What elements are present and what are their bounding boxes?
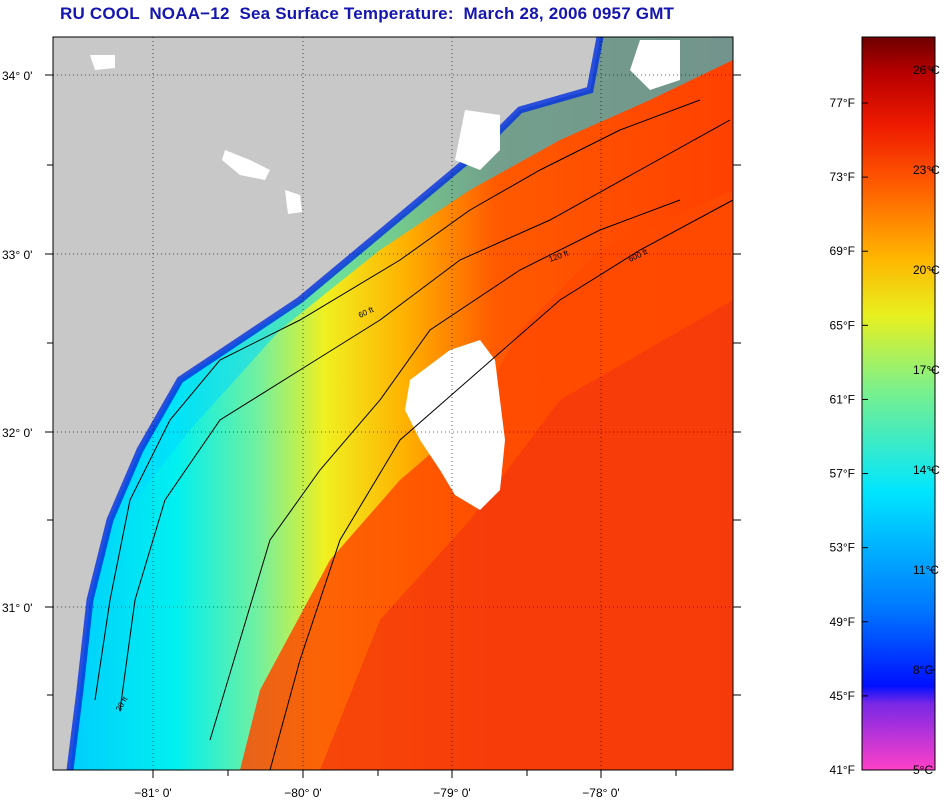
lon-label-81: −81° 0'	[134, 786, 171, 800]
fahrenheit-tick-label: 49°F	[830, 615, 855, 629]
fahrenheit-tick-label: 57°F	[830, 467, 855, 481]
celsius-tick-label: 8°C	[913, 663, 933, 677]
map-frame	[52, 36, 734, 771]
lat-label-34: 34° 0'	[2, 69, 32, 83]
graticule	[53, 37, 733, 770]
celsius-tick-label: 11°C	[913, 563, 939, 577]
fahrenheit-tick-label: 69°F	[830, 244, 855, 258]
celsius-tick-label: 26°C	[913, 63, 940, 77]
land-area	[53, 37, 600, 770]
lon-label-80: −80° 0'	[284, 786, 321, 800]
lat-label-32: 32° 0'	[2, 426, 32, 440]
celsius-tick-label: 23°C	[913, 163, 940, 177]
fahrenheit-tick-label: 45°F	[830, 689, 855, 703]
depth-contour-600ft	[269, 199, 733, 770]
color-scale-gradient	[862, 37, 935, 770]
fahrenheit-tick-label: 73°F	[830, 170, 855, 184]
fahrenheit-tick-label: 41°F	[830, 763, 855, 777]
lon-label-79: −79° 0'	[433, 786, 470, 800]
celsius-tick-label: 20°C	[913, 263, 940, 277]
fahrenheit-tick-label: 53°F	[830, 541, 855, 555]
lon-label-78: −78° 0'	[582, 786, 619, 800]
cloud-patch-inland	[222, 150, 302, 214]
color-scale-frame	[861, 36, 936, 771]
depth-contour-20ft	[94, 99, 701, 701]
lat-label-31: 31° 0'	[2, 601, 32, 615]
coastline	[66, 37, 604, 770]
celsius-tick-label: 14°C	[913, 463, 940, 477]
depth-contour-60ft	[119, 119, 731, 711]
celsius-tick-label: 5°C	[913, 763, 933, 777]
map-title: RU COOL NOAA−12 Sea Surface Temperature:…	[60, 4, 675, 23]
lat-label-33: 33° 0'	[2, 248, 32, 262]
celsius-tick-label: 17°C	[913, 363, 940, 377]
cloud-patch-central	[405, 340, 505, 510]
axis-ticks	[45, 74, 741, 778]
color-scale-fill	[862, 37, 935, 770]
fahrenheit-tick-label: 61°F	[830, 392, 855, 406]
gulf-stream-core	[320, 300, 733, 770]
fahrenheit-tick-label: 65°F	[830, 318, 855, 332]
fahrenheit-tick-label: 77°F	[830, 96, 855, 110]
